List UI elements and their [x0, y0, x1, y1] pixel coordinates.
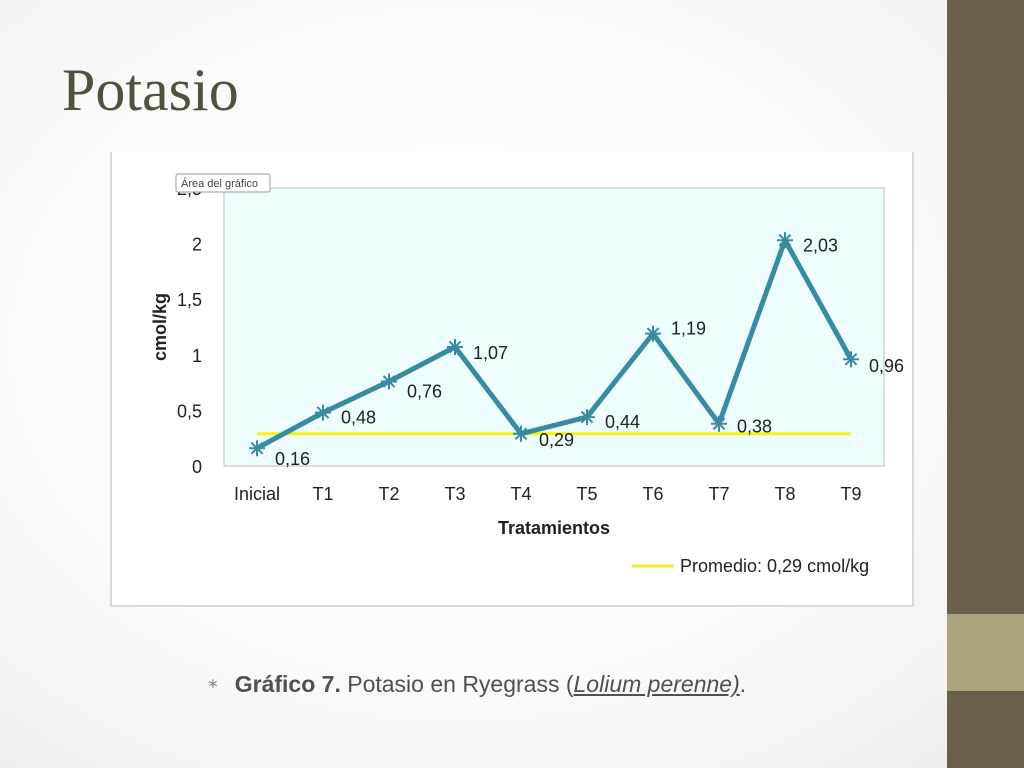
- x-tick-label: T1: [312, 484, 333, 504]
- x-tick-label: T4: [510, 484, 531, 504]
- data-label: 0,16: [275, 449, 310, 469]
- data-label: 0,48: [341, 408, 376, 428]
- data-point: [447, 339, 463, 356]
- caption-text: Potasio en Ryegrass (: [340, 671, 574, 697]
- chart-area-tooltip: [175, 173, 271, 193]
- caption-species: Lolium perenne): [573, 671, 740, 697]
- x-tick-label: Inicial: [234, 484, 280, 504]
- data-point: [249, 440, 265, 457]
- data-label: 0,29: [539, 430, 574, 450]
- data-point: [315, 404, 331, 421]
- y-tick-label: 1,5: [177, 290, 202, 310]
- legend-label: Promedio: 0,29 cmol/kg: [680, 556, 869, 576]
- x-tick-label: T2: [378, 484, 399, 504]
- plot-area: [223, 187, 885, 467]
- x-tick-label: T5: [576, 484, 597, 504]
- y-tick-label: 0: [192, 457, 202, 477]
- x-tick-label: T9: [840, 484, 861, 504]
- slide-title: Potasio: [62, 57, 239, 123]
- x-tick-label: T3: [444, 484, 465, 504]
- side-accent: [947, 614, 1024, 691]
- x-tick-label: T6: [642, 484, 663, 504]
- data-point: [513, 425, 529, 442]
- data-label: 0,44: [605, 412, 640, 432]
- figure-caption: ∗ Gráfico 7. Potasio en Ryegrass (Lolium …: [207, 671, 746, 698]
- data-label: 2,03: [803, 235, 838, 255]
- data-label: 0,76: [407, 381, 442, 401]
- data-label: 0,96: [869, 356, 904, 376]
- y-tick-label: 1: [192, 346, 202, 366]
- data-point: [381, 373, 397, 390]
- x-axis-title: Tratamientos: [498, 518, 610, 538]
- data-label: 1,19: [671, 319, 706, 339]
- data-point: [711, 415, 727, 432]
- x-tick-label: T8: [774, 484, 795, 504]
- chart-area[interactable]: 00,511,522,5InicialT1T2T3T4T5T6T7T8T9Tra…: [110, 152, 914, 607]
- y-tick-label: 2: [192, 235, 202, 255]
- y-tick-label: 0,5: [177, 401, 202, 421]
- data-point: [579, 409, 595, 426]
- line-chart: 00,511,522,5InicialT1T2T3T4T5T6T7T8T9Tra…: [150, 173, 904, 576]
- caption-end: .: [739, 671, 747, 697]
- data-label: 1,07: [473, 343, 508, 363]
- series-line: [255, 237, 854, 451]
- x-tick-label: T7: [708, 484, 729, 504]
- data-point: [777, 232, 793, 249]
- data-point: [843, 351, 859, 368]
- y-axis-title: cmol/kg: [150, 293, 170, 361]
- caption-label: Gráfico 7.: [234, 671, 341, 697]
- chart-area-tooltip-text: Área del gráfico: [181, 177, 258, 190]
- data-point: [645, 325, 661, 342]
- caption-bullet: ∗: [207, 675, 219, 691]
- data-label: 0,38: [737, 417, 772, 437]
